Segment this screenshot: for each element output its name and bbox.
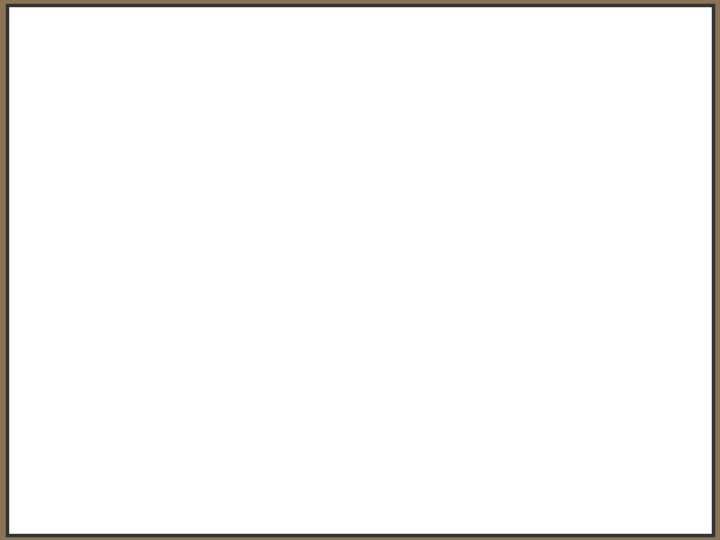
Polygon shape bbox=[543, 360, 564, 395]
Polygon shape bbox=[146, 270, 244, 314]
Text: 🐝: 🐝 bbox=[45, 485, 56, 504]
Text: Boca: Boca bbox=[325, 93, 374, 111]
Polygon shape bbox=[543, 129, 564, 164]
Text: Ânus: Ânus bbox=[325, 447, 376, 465]
Text: Deuterostômios:: Deuterostômios: bbox=[77, 404, 299, 428]
Text: Ânus: Ânus bbox=[590, 460, 639, 478]
Text: origina primeiro o: origina primeiro o bbox=[132, 447, 326, 465]
Text: origina primeiro a: origina primeiro a bbox=[132, 93, 326, 111]
Polygon shape bbox=[125, 270, 266, 333]
Polygon shape bbox=[515, 85, 593, 208]
Polygon shape bbox=[102, 270, 288, 354]
Polygon shape bbox=[529, 107, 578, 186]
Text: Anelídeos, Moluscos e Artrópodes: Anelídeos, Moluscos e Artrópodes bbox=[66, 130, 409, 149]
Text: 🐝: 🐝 bbox=[23, 130, 35, 150]
Polygon shape bbox=[515, 315, 593, 440]
Text: Blastóporo: Blastóporo bbox=[23, 93, 132, 111]
Text: Equinodermos e Cordados: Equinodermos e Cordados bbox=[87, 485, 351, 503]
Polygon shape bbox=[166, 270, 224, 296]
Polygon shape bbox=[500, 292, 608, 463]
Text: Boca: Boca bbox=[590, 46, 638, 64]
Text: Protostômios:: Protostômios: bbox=[109, 44, 296, 69]
Polygon shape bbox=[500, 60, 608, 232]
Polygon shape bbox=[536, 50, 572, 66]
Text: Blastóporo: Blastóporo bbox=[140, 367, 250, 385]
Text: Blastóporo: Blastóporo bbox=[23, 447, 132, 466]
Polygon shape bbox=[529, 338, 578, 417]
Polygon shape bbox=[536, 453, 572, 469]
